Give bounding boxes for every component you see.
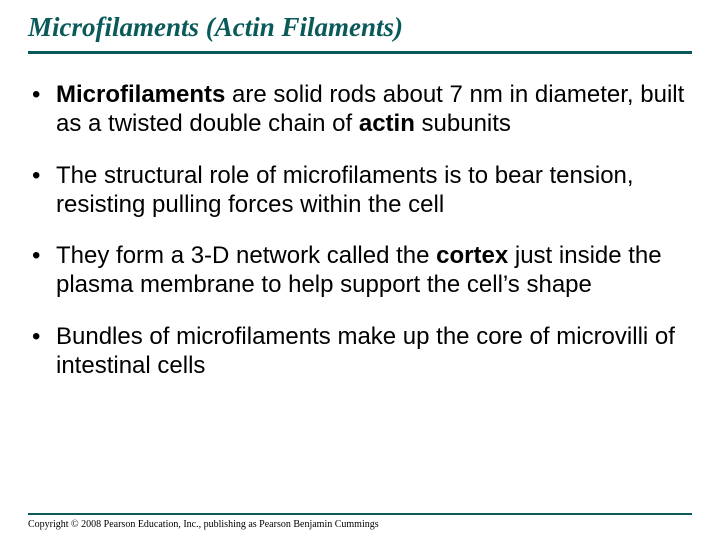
- footer: Copyright © 2008 Pearson Education, Inc.…: [28, 511, 692, 530]
- body-text: They form a 3-D network called the: [56, 242, 436, 269]
- bullet-item: The structural role of microfilaments is…: [28, 161, 692, 220]
- bold-text: actin: [359, 110, 415, 137]
- bullet-item: They form a 3-D network called the corte…: [28, 241, 692, 300]
- body-text: The structural role of microfilaments is…: [56, 162, 634, 218]
- bullet-item: Bundles of microfilaments make up the co…: [28, 322, 692, 381]
- title-divider: [28, 51, 692, 54]
- bullet-list: Microfilaments are solid rods about 7 nm…: [28, 80, 692, 380]
- copyright-text: Copyright © 2008 Pearson Education, Inc.…: [28, 519, 692, 530]
- bold-text: Microfilaments: [56, 81, 225, 108]
- body-text: subunits: [415, 110, 511, 137]
- bullet-item: Microfilaments are solid rods about 7 nm…: [28, 80, 692, 139]
- slide-title: Microfilaments (Actin Filaments): [28, 12, 692, 43]
- body-text: Bundles of microfilaments make up the co…: [56, 323, 675, 379]
- footer-divider: [28, 513, 692, 515]
- bold-text: cortex: [436, 242, 508, 269]
